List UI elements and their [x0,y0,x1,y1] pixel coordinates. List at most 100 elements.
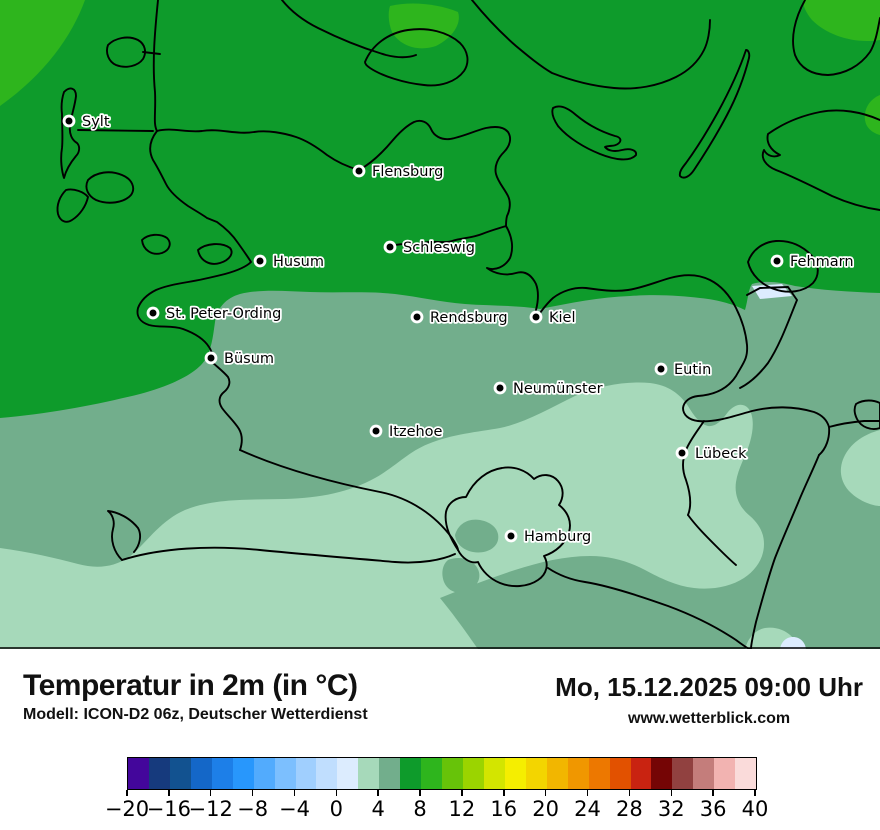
city-dot [532,313,540,321]
city-marker: Fehmarn [770,252,855,272]
colorbar-segment [567,758,589,789]
colorbar-tick-label: 40 [741,797,769,821]
colorbar-tick [251,790,254,796]
city-dot [207,354,215,362]
colorbar-tick-label: 36 [699,797,727,821]
colorbar-tick-label: 4 [371,797,385,821]
datetime-block: Mo, 15.12.2025 09:00 Uhr www.wetterblick… [555,672,863,728]
city-label: Husum [273,254,324,270]
city-marker: Hamburg [504,527,593,547]
city-marker: Neumünster [493,379,604,399]
city-marker: Büsum [204,349,276,369]
city-dot [496,384,504,392]
colorbar-tick-label: 32 [657,797,685,821]
city-dot [773,257,781,265]
coastlines [56,0,880,649]
city-marker: St. Peter-Ording [146,304,283,324]
city-marker: Eutin [654,360,713,380]
colorbar-tick [335,790,338,796]
colorbar-tick-label: 20 [532,797,560,821]
city-label: Fehmarn [790,254,854,270]
city-dot [678,449,686,457]
city-label: St. Peter-Ording [166,306,281,322]
colorbar-segment [714,758,736,789]
colorbar-segment [421,758,443,789]
colorbar-tick [628,790,631,796]
city-marker: Husum [253,252,326,272]
city-dot [372,427,380,435]
colorbar-tick-label: −20 [104,797,150,821]
colorbar-segment [169,758,191,789]
city-marker: Flensburg [352,162,445,182]
city-marker: Itzehoe [369,422,444,442]
colorbar-segment [148,758,170,789]
colorbar-segment [400,758,422,789]
colorbar-tick [503,790,505,796]
colorbar-segment [316,758,338,789]
city-label: Lübeck [695,446,747,462]
colorbar-segment [651,758,673,789]
city-label: Hamburg [524,529,591,545]
city-marker: Lübeck [675,444,749,464]
temp-region-8-10 [0,0,880,135]
city-label: Rendsburg [430,310,508,326]
map-svg: Sylt Flensburg Schleswig Husum Fehmarn St. Pe… [0,0,880,649]
city-marker: Sylt [62,112,112,132]
colorbar-segment [546,758,568,789]
colorbar-segment [525,758,547,789]
city-label: Eutin [674,362,711,378]
city-label: Büsum [224,351,274,367]
colorbar-tick [209,790,212,796]
colorbar-tick [586,790,589,796]
colorbar-tick [168,790,170,796]
city-label: Schleswig [403,240,475,256]
colorbar-tick-label: −12 [188,797,233,821]
colorbar-segment [442,758,463,789]
colorbar-tick-label: 12 [448,797,476,821]
colorbar-tick [126,790,128,796]
colorbar-segment [609,758,631,789]
city-dot [386,243,394,251]
city-dot [256,257,264,265]
colorbar-tick-label: −8 [237,797,269,821]
colorbar-segment [483,758,505,789]
colorbar-segment [232,758,254,789]
colorbar-segment [190,758,212,789]
colorbar-segment [630,758,652,789]
colorbar-tick-label: 8 [413,797,427,821]
city-marker: Kiel [529,308,577,328]
city-markers-layer: Sylt Flensburg Schleswig Husum Fehmarn St. Pe… [62,112,855,547]
colorbar-segment [337,758,359,789]
city-label: Neumünster [513,381,603,397]
colorbar-tick [461,790,463,796]
colorbar-tick-label: 0 [329,797,344,821]
colorbar-tick-label: −16 [146,797,192,821]
colorbar-segment [672,758,694,789]
colorbar-segment [588,758,610,789]
website-url: www.wetterblick.com [628,710,791,727]
city-dot [149,309,157,317]
colorbar-segment [274,758,296,789]
colorbar-segment [379,758,401,789]
colorbar-tick [712,790,714,796]
city-label: Kiel [549,310,576,326]
colorbar-tick [754,790,756,796]
colorbar-tick [377,790,379,796]
page-title: Temperatur in 2m (in °C) [23,669,358,702]
colorbar-segment [463,758,484,789]
colorbar-segment [295,758,317,789]
temperature-colorbar [127,757,757,790]
colorbar-tick [670,790,673,796]
city-dot [65,117,73,125]
temp-region-2-4 [0,382,764,649]
colorbar-tick-label: −4 [278,797,310,821]
colorbar-tick [293,790,296,796]
colorbar-segment [735,758,757,789]
forecast-map: Sylt Flensburg Schleswig Husum Fehmarn St. Pe… [0,0,880,649]
colorbar-segment [128,758,149,789]
colorbar-segment [358,758,380,789]
colorbar-tick-label: 28 [616,797,643,821]
city-dot [413,313,421,321]
city-dot [507,532,515,540]
